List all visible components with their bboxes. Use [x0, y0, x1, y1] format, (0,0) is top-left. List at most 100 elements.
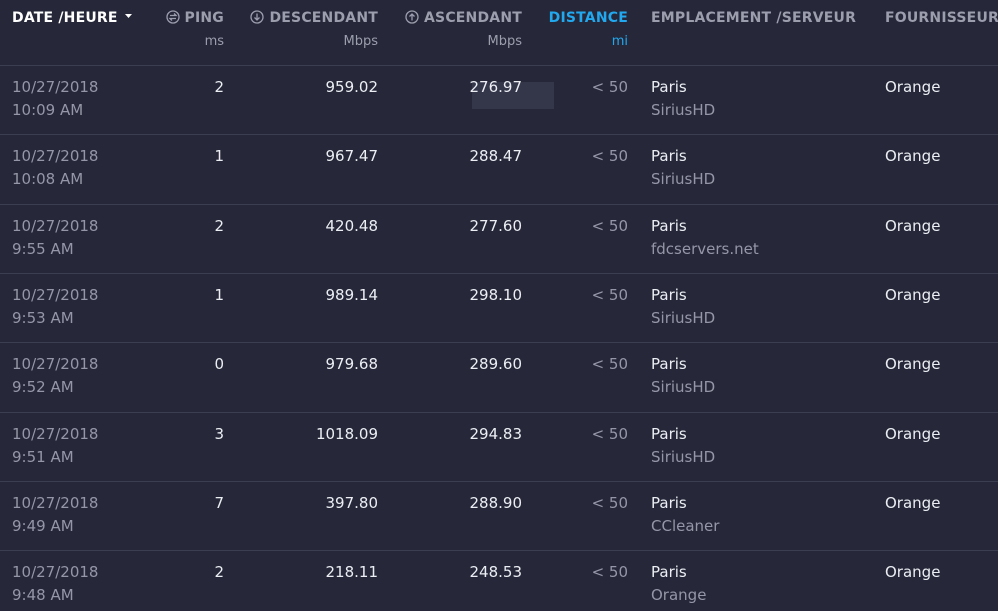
distance-text: < 50 — [591, 563, 628, 582]
ping-text: 1 — [214, 147, 224, 166]
ping-text: 1 — [214, 285, 224, 304]
location-text: Paris — [651, 147, 687, 166]
ping: 7 — [150, 493, 224, 513]
distance-text: < 50 — [591, 78, 628, 96]
column-header[interactable]: DATE /HEURE — [12, 8, 162, 28]
header-label: DESCENDANT — [269, 10, 378, 26]
download-text: 979.68 — [325, 355, 379, 374]
date-text: 10/27/2018 — [12, 424, 99, 443]
ping-text: 2 — [214, 216, 224, 235]
header-label: ASCENDANT — [424, 10, 522, 26]
provider-text: Orange — [885, 424, 941, 443]
row-separator — [0, 550, 998, 552]
row-separator — [0, 342, 998, 344]
column-unit: mi — [530, 32, 628, 52]
upload: 288.47 — [390, 146, 523, 166]
column-unit: Mbps — [240, 32, 379, 52]
time: 9:49 AM — [12, 516, 162, 536]
download: 979.68 — [240, 354, 379, 374]
provider: Orange — [885, 146, 998, 166]
column-header[interactable]: DISTANCE — [530, 8, 628, 28]
download: 959.02 — [240, 77, 379, 97]
time-text: 9:51 AM — [12, 447, 74, 466]
provider: Orange — [885, 354, 998, 374]
date: 10/27/2018 — [12, 562, 162, 582]
upload-text: 294.83 — [469, 424, 523, 443]
server: SiriusHD — [651, 447, 871, 467]
column-header[interactable]: ASCENDANT — [390, 8, 522, 28]
location-text: Paris — [651, 355, 687, 374]
server-text: SiriusHD — [651, 378, 716, 397]
column-header[interactable]: EMPLACEMENT /SERVEUR — [651, 8, 871, 28]
date: 10/27/2018 — [12, 354, 162, 374]
download: 420.48 — [240, 216, 379, 236]
column-unit: ms — [150, 32, 224, 52]
time: 9:51 AM — [12, 447, 162, 467]
column-unit-text: ms — [204, 34, 224, 49]
row-separator — [0, 203, 998, 205]
column-unit-text: Mbps — [487, 34, 523, 49]
server: SiriusHD — [651, 100, 871, 120]
location-text: Paris — [651, 78, 687, 96]
provider-text: Orange — [885, 493, 941, 512]
ping: 1 — [150, 285, 224, 305]
download: 218.11 — [240, 562, 379, 582]
server-text: SiriusHD — [651, 308, 716, 327]
column-header[interactable]: PING — [150, 8, 224, 28]
location: Paris — [651, 77, 871, 97]
upload: 248.53 — [390, 562, 523, 582]
upload-text: 288.90 — [469, 493, 523, 512]
header-label: DATE /HEURE — [12, 10, 118, 26]
download-text: 420.48 — [325, 216, 379, 235]
distance: < 50 — [530, 77, 628, 97]
header-label: DISTANCE — [548, 10, 628, 26]
upload: 276.97 — [390, 77, 523, 97]
column-unit: Mbps — [390, 32, 523, 52]
time: 10:09 AM — [12, 100, 162, 120]
header-label: FOURNISSEUR — [885, 10, 998, 26]
provider-text: Orange — [885, 78, 941, 96]
date-text: 10/27/2018 — [12, 78, 99, 96]
provider-text: Orange — [885, 355, 941, 374]
ping-text: 7 — [214, 493, 224, 512]
distance-text: < 50 — [591, 355, 628, 374]
server: SiriusHD — [651, 169, 871, 189]
upload-text: 298.10 — [469, 285, 523, 304]
distance: < 50 — [530, 146, 628, 166]
location-text: Paris — [651, 563, 687, 582]
ping: 2 — [150, 77, 224, 97]
server-text: SiriusHD — [651, 101, 716, 119]
column-header[interactable]: FOURNISSEUR — [885, 8, 998, 28]
distance-text: < 50 — [591, 285, 628, 304]
time-text: 9:52 AM — [12, 378, 74, 397]
ping-text: 2 — [214, 78, 224, 96]
ping: 3 — [150, 424, 224, 444]
download-text: 1018.09 — [315, 424, 378, 443]
download-text: 989.14 — [325, 285, 379, 304]
provider-text: Orange — [885, 563, 941, 582]
column-header[interactable]: DESCENDANT — [240, 8, 378, 28]
location-text: Paris — [651, 285, 687, 304]
location-text: Paris — [651, 493, 687, 512]
date: 10/27/2018 — [12, 493, 162, 513]
time-text: 10:09 AM — [12, 101, 84, 119]
date-text: 10/27/2018 — [12, 147, 99, 166]
up-icon — [405, 10, 419, 24]
ping: 0 — [150, 354, 224, 374]
distance: < 50 — [530, 562, 628, 582]
upload: 294.83 — [390, 424, 523, 444]
server: CCleaner — [651, 516, 871, 536]
date-text: 10/27/2018 — [12, 563, 99, 582]
ping-text: 3 — [214, 424, 224, 443]
location: Paris — [651, 146, 871, 166]
ping: 2 — [150, 216, 224, 236]
server: fdcservers.net — [651, 239, 871, 259]
location: Paris — [651, 354, 871, 374]
down-icon — [250, 10, 265, 24]
date-text: 10/27/2018 — [12, 216, 99, 235]
column-unit-text: Mbps — [343, 34, 379, 49]
location-text: Paris — [651, 424, 687, 443]
time-text: 9:49 AM — [12, 516, 74, 535]
provider: Orange — [885, 77, 998, 97]
